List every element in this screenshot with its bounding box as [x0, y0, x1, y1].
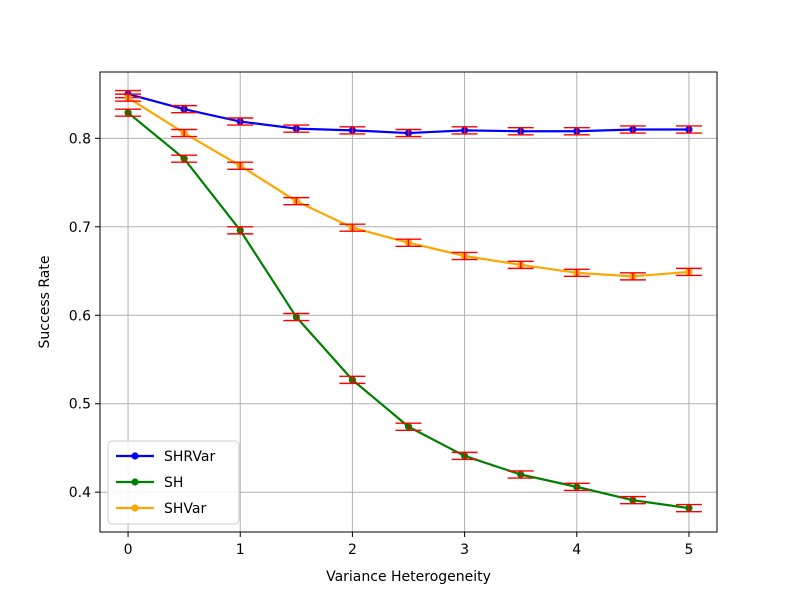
y-tick-label-3: 0.7: [69, 220, 91, 236]
y-tick-label-0: 0.4: [69, 485, 91, 501]
series-layer: [115, 89, 702, 513]
error-bar-shrvar-5: [395, 128, 422, 138]
error-bar-shrvar-8: [563, 127, 590, 136]
error-bar-shvar-4: [339, 223, 366, 232]
series-shvar: [115, 93, 702, 281]
error-bar-sh-9: [619, 495, 646, 505]
series-line-shvar: [127, 96, 690, 278]
error-bar-sh-0: [115, 108, 142, 117]
legend-label-shrvar: SHRVar: [164, 449, 215, 465]
error-bar-sh-2: [227, 226, 254, 235]
x-tick-label-4: 4: [572, 542, 581, 558]
y-tick-label-4: 0.8: [69, 131, 91, 147]
legend-box: [107, 440, 240, 525]
y-axis-label: Success Rate: [37, 256, 53, 349]
error-bar-sh-4: [339, 375, 366, 385]
x-tick-label-1: 1: [236, 542, 245, 558]
x-tick-label-3: 3: [460, 542, 469, 558]
error-bar-shvar-1: [171, 128, 198, 138]
legend-item-sh: SH: [116, 475, 183, 491]
series-sh: [115, 108, 702, 513]
error-bar-shvar-10: [675, 267, 702, 277]
legend-label-shvar: SHVar: [164, 501, 206, 517]
legend-item-shvar: SHVar: [116, 501, 206, 517]
error-bar-shvar-8: [563, 268, 590, 278]
error-bar-sh-10: [675, 503, 702, 513]
tick-layer: 0 1 2 3 4 5 0.4 0.5 0.6 0.7 0.8: [69, 131, 694, 558]
error-bar-shrvar-2: [227, 117, 254, 126]
error-bar-shvar-6: [451, 251, 478, 261]
error-bar-sh-1: [171, 154, 198, 163]
error-bar-shvar-0: [115, 93, 142, 102]
legend-marker-shrvar: [131, 452, 139, 460]
error-bar-shrvar-10: [675, 125, 702, 134]
error-bar-shvar-5: [395, 238, 422, 247]
error-bar-sh-8: [563, 482, 590, 492]
error-bar-shvar-7: [507, 260, 534, 270]
error-bar-shrvar-6: [451, 126, 478, 135]
y-tick-label-2: 0.6: [69, 308, 91, 324]
error-bar-shvar-3: [283, 196, 310, 206]
y-tick-label-1: 0.5: [69, 397, 91, 413]
x-tick-label-5: 5: [684, 542, 693, 558]
legend-marker-shvar: [131, 504, 139, 512]
x-tick-label-0: 0: [124, 542, 133, 558]
legend-marker-sh: [131, 478, 139, 486]
error-bar-sh-7: [507, 470, 534, 479]
error-bar-shrvar-7: [507, 127, 534, 136]
error-bar-shrvar-1: [171, 104, 198, 114]
error-bar-shrvar-3: [283, 124, 310, 133]
error-bar-shvar-9: [619, 272, 646, 281]
series-shrvar: [115, 89, 702, 138]
legend-label-sh: SH: [164, 475, 183, 491]
error-bar-shvar-2: [227, 161, 254, 171]
x-tick-label-2: 2: [348, 542, 357, 558]
legend: SHRVar SH SHVar: [107, 440, 240, 525]
series-line-shrvar: [127, 93, 689, 135]
error-bar-sh-3: [283, 312, 310, 322]
x-axis-label: Variance Heterogeneity: [326, 569, 491, 585]
error-bar-sh-5: [395, 422, 422, 431]
legend-item-shrvar: SHRVar: [116, 449, 215, 465]
error-bar-shrvar-9: [619, 125, 646, 134]
error-bar-sh-6: [451, 451, 478, 461]
plot-frame: [99, 71, 718, 533]
error-bar-shrvar-4: [339, 126, 366, 135]
